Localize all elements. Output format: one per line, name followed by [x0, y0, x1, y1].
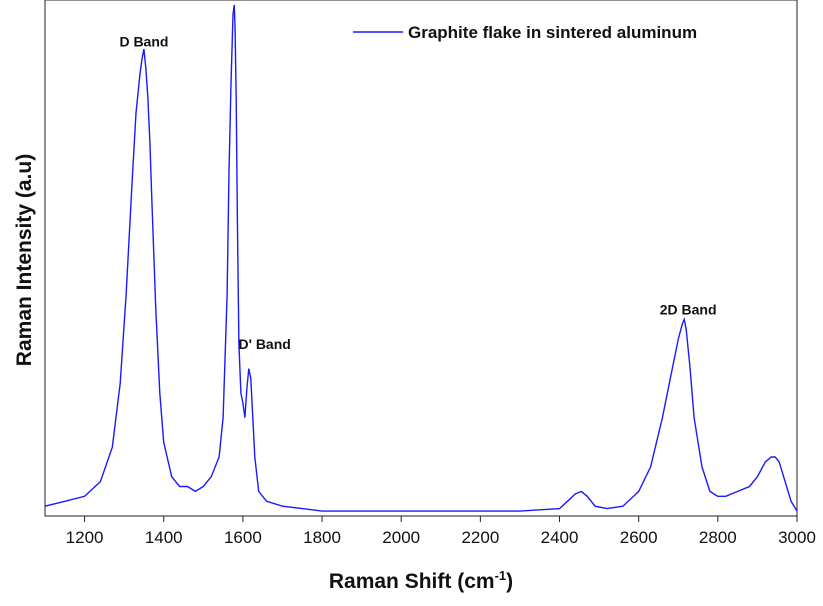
x-tick-label: 2400 — [541, 528, 579, 547]
x-tick-label: 1600 — [224, 528, 262, 547]
x-tick-label: 2800 — [699, 528, 737, 547]
x-tick-label: 2200 — [461, 528, 499, 547]
x-axis-title: Raman Shift (cm-1) — [329, 568, 513, 593]
peak-annotation: D' Band — [238, 336, 290, 352]
legend: Graphite flake in sintered aluminum — [353, 23, 697, 42]
annotations: D Band G Band D' Band 2D Band — [119, 0, 716, 352]
x-tick-label: 2600 — [620, 528, 658, 547]
peak-annotation: 2D Band — [660, 302, 717, 318]
series-line-graphite — [44, 4, 798, 512]
peak-annotation: G Band — [209, 0, 259, 1]
peak-annotation: D Band — [119, 34, 168, 50]
x-tick-label: 1200 — [66, 528, 104, 547]
x-tick-label: 1400 — [145, 528, 183, 547]
y-axis-title: Raman Intensity (a.u) — [13, 154, 36, 366]
x-tick-label: 2000 — [382, 528, 420, 547]
legend-label: Graphite flake in sintered aluminum — [408, 23, 697, 42]
x-tick-label: 3000 — [778, 528, 816, 547]
x-axis-tick-labels: 1200 1400 1600 1800 2000 2200 2400 2600 2800 3000 — [66, 528, 816, 547]
plot-frame — [44, 0, 798, 517]
x-axis-ticks — [84, 516, 798, 522]
x-tick-label: 1800 — [303, 528, 341, 547]
